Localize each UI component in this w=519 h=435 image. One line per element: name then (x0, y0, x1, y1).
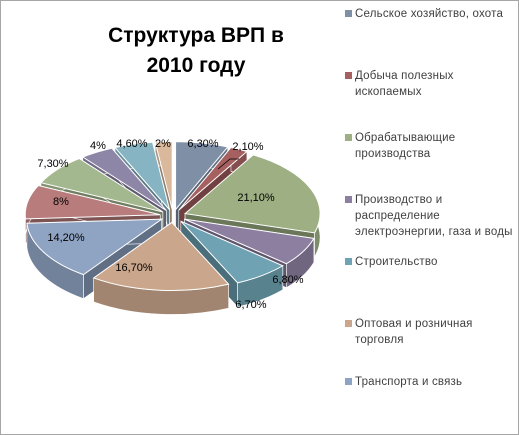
legend-item: Транспорта и связь (341, 374, 516, 390)
pie-slice (114, 141, 171, 211)
legend-swatch (345, 196, 352, 203)
data-label: 14,20% (47, 232, 85, 244)
data-label: 16,70% (115, 262, 153, 274)
legend-label: Транспорта и связь (355, 376, 463, 388)
chart-title: Структура ВРП в 2010 году (108, 24, 284, 77)
data-label: 6,30% (187, 138, 218, 150)
data-label: 4% (90, 140, 106, 152)
legend-label: Добыча полезных ископаемых (355, 70, 454, 98)
pie-chart: 6,30% 2,10% 21,10% 6,80% 6,70% 16,70% 14,20% 8%… (24, 138, 321, 315)
pie-slice (178, 146, 248, 211)
pie-slice (175, 141, 229, 212)
data-label: 21,10% (237, 192, 275, 204)
pie-slice (92, 221, 230, 291)
legend-item: Оптовая и розничная торговля (341, 316, 516, 348)
legend-item: Добыча полезных ископаемых (341, 68, 516, 100)
pie-slice (180, 220, 284, 284)
data-label: 6,80% (272, 274, 303, 286)
legend-item: Сельское хозяйство, охота (341, 6, 516, 22)
legend-swatch (345, 72, 352, 79)
pie-slice (81, 147, 167, 211)
legend-item: Строительство (341, 254, 516, 270)
data-label: 6,70% (235, 299, 266, 311)
legend-label: Строительство (355, 256, 438, 268)
legend-label: Сельское хозяйство, охота (355, 8, 504, 20)
legend-item: Производство и распределение электроэнер… (341, 192, 516, 240)
data-label: 7,30% (37, 158, 68, 170)
data-label: 2% (155, 138, 171, 150)
pie-slice (154, 141, 173, 210)
legend-label: Обрабатывающие производства (355, 132, 456, 160)
legend-swatch (345, 10, 352, 17)
data-label: 2,10% (232, 141, 263, 153)
pie-slice (184, 218, 315, 265)
legend: Сельское хозяйство, охота Добыча полезных… (341, 1, 516, 434)
pie-slice (24, 185, 161, 220)
legend-swatch (345, 258, 352, 265)
legend-swatch (345, 320, 352, 327)
pie-slice (183, 154, 321, 234)
legend-item: Обрабатывающие производства (341, 130, 516, 162)
pie-slice (26, 218, 164, 276)
data-label: 8% (53, 196, 69, 208)
label-leader-line (217, 158, 239, 170)
legend-swatch (345, 378, 352, 385)
pie-slice (39, 157, 164, 213)
legend-label: Производство и распределение электроэнер… (355, 194, 513, 238)
legend-label: Оптовая и розничная торговля (355, 318, 473, 346)
legend-swatch (345, 134, 352, 141)
data-label: 4,60% (116, 138, 147, 150)
